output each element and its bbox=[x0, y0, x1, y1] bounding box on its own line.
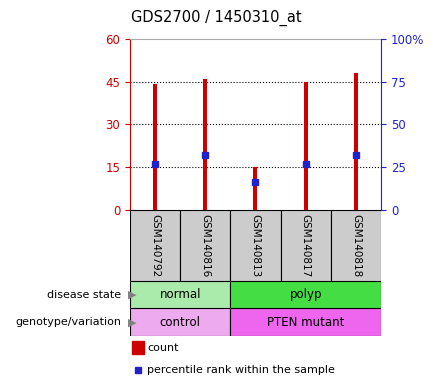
Text: normal: normal bbox=[159, 288, 201, 301]
Text: GSM140792: GSM140792 bbox=[150, 214, 160, 277]
Text: ▶: ▶ bbox=[128, 317, 136, 327]
Bar bbox=[153, 84, 157, 210]
Bar bbox=[180, 210, 230, 281]
Bar bbox=[130, 308, 230, 336]
Bar bbox=[304, 81, 308, 210]
Bar bbox=[230, 308, 381, 336]
Bar bbox=[130, 210, 180, 281]
Text: percentile rank within the sample: percentile rank within the sample bbox=[148, 366, 335, 376]
Bar bbox=[230, 210, 281, 281]
Text: disease state: disease state bbox=[47, 290, 121, 300]
Bar bbox=[331, 210, 381, 281]
Bar bbox=[253, 167, 258, 210]
Text: GSM140817: GSM140817 bbox=[301, 214, 311, 277]
Bar bbox=[230, 281, 381, 308]
Text: ▶: ▶ bbox=[128, 290, 136, 300]
Bar bbox=[281, 210, 331, 281]
Bar bbox=[130, 281, 230, 308]
Bar bbox=[203, 79, 207, 210]
Text: genotype/variation: genotype/variation bbox=[15, 317, 121, 327]
Text: control: control bbox=[160, 316, 200, 329]
Text: GSM140818: GSM140818 bbox=[351, 214, 361, 277]
Text: PTEN mutant: PTEN mutant bbox=[267, 316, 344, 329]
Text: GDS2700 / 1450310_at: GDS2700 / 1450310_at bbox=[131, 10, 302, 26]
Text: count: count bbox=[148, 343, 179, 353]
Bar bbox=[132, 341, 144, 354]
Bar bbox=[354, 73, 358, 210]
Text: GSM140816: GSM140816 bbox=[200, 214, 210, 277]
Text: polyp: polyp bbox=[289, 288, 322, 301]
Text: GSM140813: GSM140813 bbox=[250, 214, 261, 277]
